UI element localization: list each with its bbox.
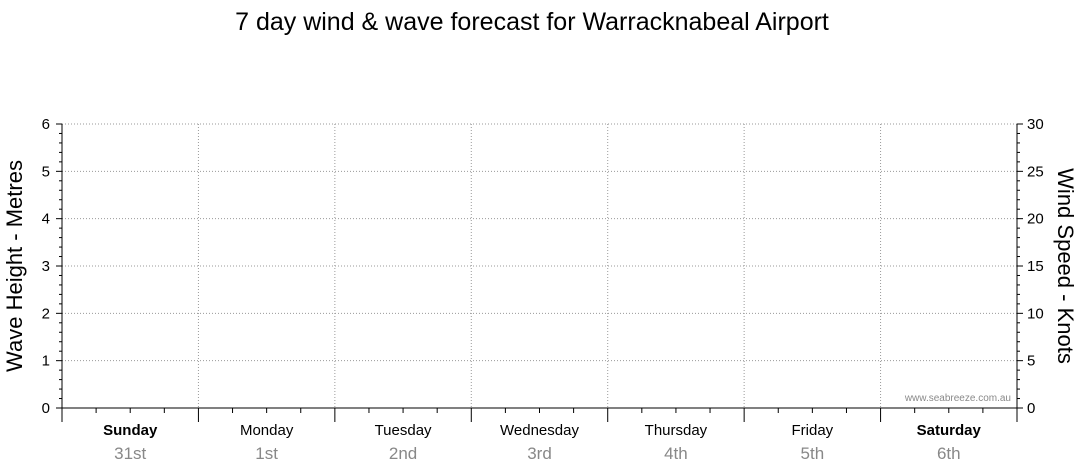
- day-name-label: Tuesday: [375, 422, 432, 439]
- right-tick-label: 20: [1027, 211, 1044, 228]
- y-right-label: Wind Speed - Knots: [1053, 168, 1078, 364]
- left-tick-label: 6: [42, 116, 50, 133]
- left-tick-label: 5: [42, 163, 50, 180]
- y-left-label: Wave Height - Metres: [2, 160, 27, 372]
- day-name-label: Thursday: [645, 422, 708, 439]
- day-name-label: Friday: [792, 422, 834, 439]
- day-date-label: 3rd: [527, 444, 552, 463]
- day-date-label: 6th: [937, 444, 961, 463]
- left-tick-label: 2: [42, 305, 50, 322]
- day-name-label: Saturday: [917, 422, 982, 439]
- left-tick-label: 3: [42, 258, 50, 275]
- left-tick-label: 0: [42, 400, 50, 417]
- right-tick-label: 25: [1027, 163, 1044, 180]
- right-tick-label: 15: [1027, 258, 1044, 275]
- day-labels: Sunday 31st Monday 1st Tuesday 2nd Wednesday 3r…: [103, 422, 981, 463]
- right-tick-label: 30: [1027, 116, 1044, 133]
- day-name-label: Sunday: [103, 422, 158, 439]
- right-tick-label: 5: [1027, 353, 1035, 370]
- right-tick-label: 10: [1027, 305, 1044, 322]
- watermark: www.seabreeze.com.au: [904, 393, 1011, 404]
- left-tick-label: 1: [42, 353, 50, 370]
- left-axis-ticks: 0 1 2 3 4 5 6: [42, 116, 62, 417]
- day-date-label: 4th: [664, 444, 688, 463]
- day-date-label: 2nd: [389, 444, 417, 463]
- x-axis-ticks: [61, 408, 1018, 422]
- day-date-label: 1st: [255, 444, 278, 463]
- day-name-label: Monday: [240, 422, 294, 439]
- day-name-label: Wednesday: [500, 422, 579, 439]
- grid-lines: [62, 123, 1017, 408]
- chart-title: 7 day wind & wave forecast for Warrackna…: [235, 8, 829, 36]
- left-tick-label: 4: [42, 211, 50, 228]
- day-date-label: 31st: [114, 444, 146, 463]
- day-date-label: 5th: [801, 444, 825, 463]
- right-axis-ticks: 0 5 10 15 20 25 30: [1017, 116, 1044, 417]
- right-tick-label: 0: [1027, 400, 1035, 417]
